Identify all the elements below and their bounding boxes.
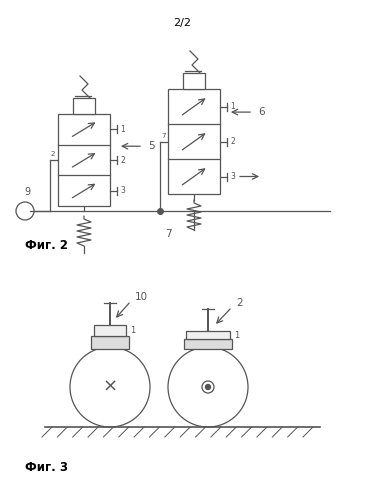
Text: 1: 1: [234, 330, 239, 339]
Text: Фиг. 3: Фиг. 3: [25, 461, 68, 474]
Text: 1: 1: [230, 102, 235, 111]
Text: 2: 2: [230, 137, 235, 146]
Text: 2: 2: [120, 156, 125, 165]
Bar: [73, 98, 95, 114]
Text: 2: 2: [51, 151, 55, 157]
Text: 3: 3: [120, 186, 125, 195]
Bar: [91, 336, 129, 349]
Text: 7: 7: [161, 133, 165, 139]
Text: 9: 9: [24, 187, 30, 197]
Text: 10: 10: [135, 292, 148, 302]
Bar: [58, 114, 110, 206]
Text: 2/2: 2/2: [173, 18, 192, 28]
Bar: [183, 73, 205, 89]
Text: 1: 1: [120, 125, 125, 134]
Bar: [94, 325, 126, 336]
Text: 1: 1: [130, 326, 135, 335]
Text: 2: 2: [236, 298, 243, 308]
Text: 3: 3: [230, 172, 235, 181]
Text: Фиг. 2: Фиг. 2: [25, 239, 68, 252]
Circle shape: [205, 385, 211, 390]
Bar: [186, 331, 230, 339]
Text: 6: 6: [258, 107, 265, 117]
Bar: [168, 89, 220, 194]
Text: ×: ×: [103, 378, 118, 396]
Bar: [184, 339, 232, 349]
Text: 7: 7: [165, 229, 172, 239]
Text: 5: 5: [148, 141, 155, 151]
